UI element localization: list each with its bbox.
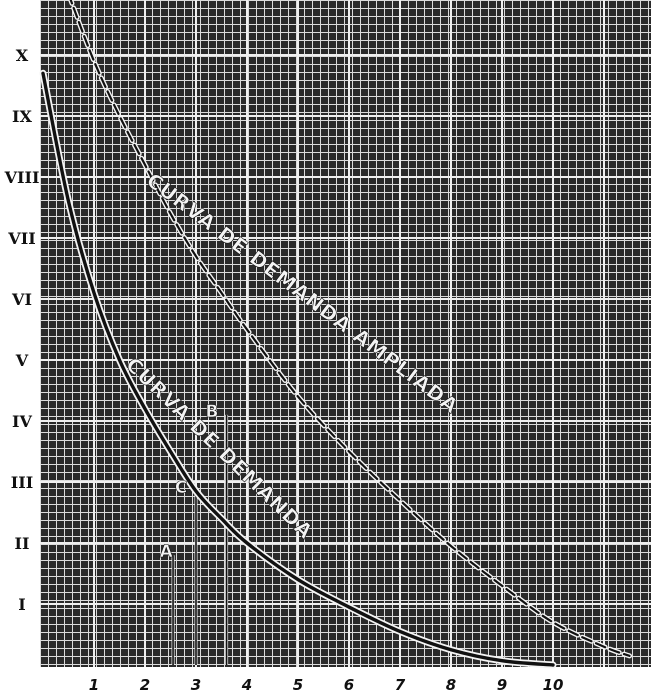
grid-paper — [40, 0, 651, 667]
x-tick-label: 7 — [395, 676, 406, 694]
x-tick-label: 6 — [344, 676, 354, 694]
y-tick-label: VI — [11, 290, 32, 309]
x-tick-label: 10 — [543, 676, 564, 694]
series-line — [69, 0, 631, 657]
x-tick-label: 1 — [89, 676, 99, 694]
x-tick-label: 9 — [497, 676, 507, 694]
y-tick-label: VIII — [4, 168, 40, 187]
y-tick-label: VII — [7, 229, 35, 248]
x-tick-label: 8 — [446, 676, 456, 694]
y-tick-label: I — [18, 595, 25, 614]
x-tick-label: 4 — [241, 676, 252, 694]
point-label-b: B — [206, 402, 219, 422]
y-tick-label: X — [16, 46, 29, 65]
x-tick-label: 2 — [140, 676, 150, 694]
y-tick-label: II — [15, 534, 30, 553]
x-axis-ticks: 1 2 3 4 5 6 7 8 9 10 — [89, 676, 564, 694]
series-line — [41, 71, 555, 667]
major-grid — [40, 0, 651, 667]
y-tick-label: IV — [12, 412, 32, 431]
x-tick-label: 5 — [293, 676, 303, 694]
drop-lines — [171, 414, 229, 665]
annotations: A B C — [159, 402, 219, 563]
y-tick-label: IX — [12, 107, 32, 126]
y-tick-label: V — [15, 351, 29, 370]
point-label-c: C — [175, 478, 187, 498]
point-label-a: A — [160, 542, 174, 562]
series-layer — [39, 0, 632, 669]
y-tick-label: III — [11, 473, 33, 492]
x-tick-label: 3 — [191, 676, 201, 694]
